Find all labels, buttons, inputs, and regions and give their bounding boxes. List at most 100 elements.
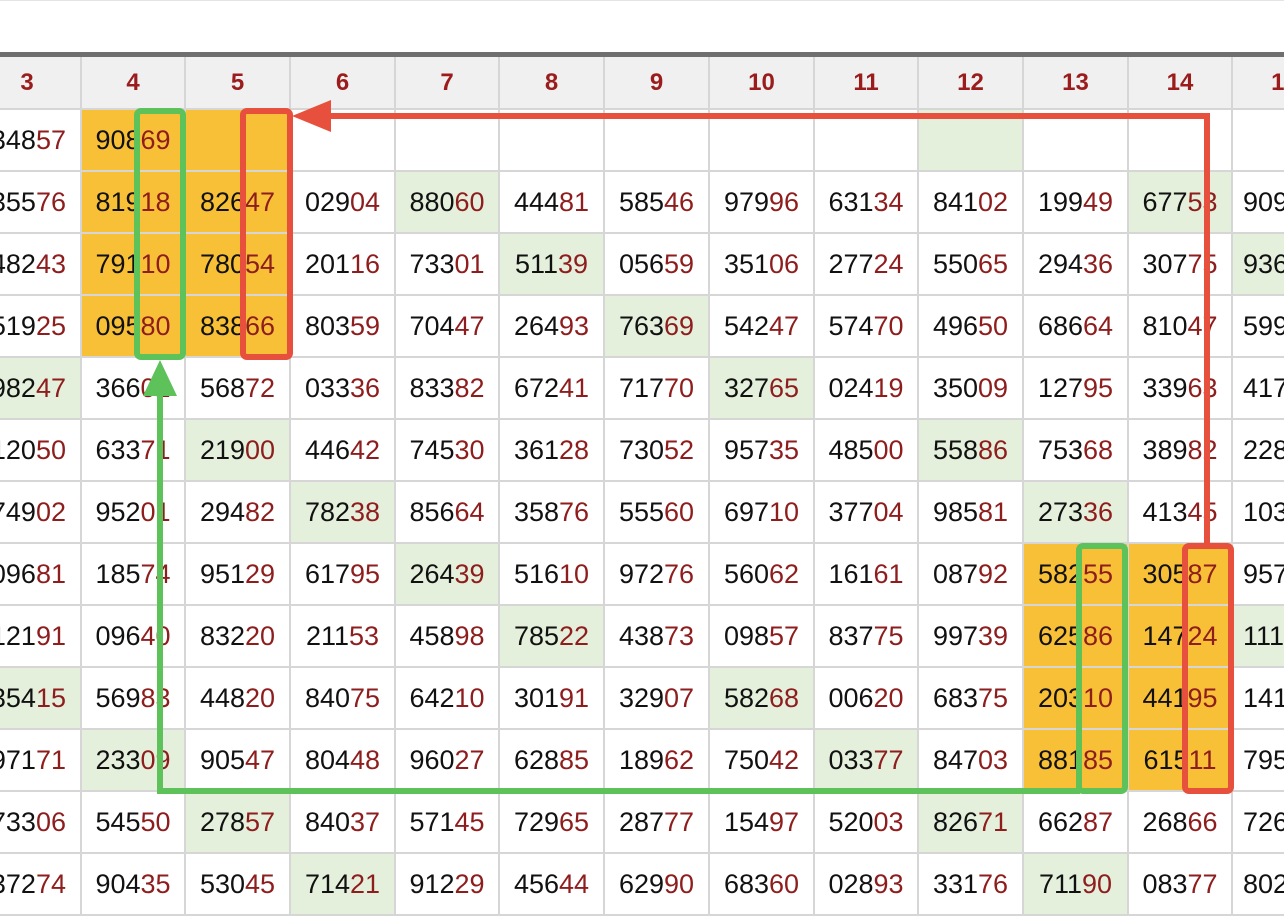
- number-last-two-digits: 47: [245, 744, 276, 775]
- number-last-two-digits: 35: [140, 868, 171, 899]
- number-leading-digits: 856: [409, 496, 455, 527]
- number-last-two-digits: 39: [978, 620, 1009, 651]
- column-header-14: 14: [1129, 57, 1233, 110]
- number-last-two-digits: 77: [1187, 868, 1218, 899]
- number-leading-digits: 704: [409, 310, 455, 341]
- result-cell: 697 10: [710, 482, 815, 544]
- number-leading-digits: 264: [513, 310, 559, 341]
- number-leading-digits: 628: [513, 744, 559, 775]
- result-cell: 083 77: [1129, 854, 1233, 916]
- result-cell: 273 36: [1024, 482, 1129, 544]
- number-leading-digits: 305: [1142, 558, 1188, 589]
- number-last-two-digits: 75: [873, 620, 904, 651]
- number-leading-digits: 211: [305, 620, 349, 651]
- number-leading-digits: 233: [95, 744, 141, 775]
- number-last-two-digits: 20: [245, 682, 276, 713]
- number-leading-digits: 519: [0, 310, 36, 341]
- number-leading-digits: 971: [0, 744, 36, 775]
- number-leading-digits: 294: [1037, 248, 1083, 279]
- number-leading-digits: 287: [618, 806, 664, 837]
- result-cell: 642 10: [396, 668, 500, 730]
- number-leading-digits: 096: [95, 620, 141, 651]
- number-leading-digits: 372: [0, 868, 36, 899]
- number-leading-digits: 056: [618, 248, 664, 279]
- number-leading-digits: 024: [828, 372, 874, 403]
- number-last-two-digits: 71: [140, 434, 171, 465]
- result-cell: 35415: [0, 668, 82, 730]
- number-leading-digits: 957: [1243, 558, 1284, 589]
- number-last-two-digits: 39: [558, 248, 589, 279]
- number-last-two-digits: 48: [350, 744, 381, 775]
- number-leading-digits: 520: [828, 806, 874, 837]
- result-cell: 810 47: [1129, 296, 1233, 358]
- number-leading-digits: 803: [304, 310, 350, 341]
- result-cell: 90905: [1233, 172, 1284, 234]
- number-leading-digits: 278: [199, 806, 245, 837]
- number-leading-digits: 631: [828, 186, 874, 217]
- number-last-two-digits: 34: [873, 186, 904, 217]
- number-last-two-digits: 45: [454, 806, 485, 837]
- result-cell: 456 44: [500, 854, 605, 916]
- result-cell: 59988: [1233, 296, 1284, 358]
- number-leading-digits: 599: [1243, 310, 1284, 341]
- number-last-two-digits: 75: [978, 682, 1009, 713]
- number-leading-digits: 714: [304, 868, 350, 899]
- result-cell: 033 77: [815, 730, 919, 792]
- number-last-two-digits: 37: [350, 806, 381, 837]
- result-cell: 555 60: [605, 482, 710, 544]
- number-leading-digits: 672: [513, 372, 559, 403]
- number-leading-digits: 438: [618, 620, 664, 651]
- column-header-15: 15: [1233, 57, 1284, 110]
- result-cell: 087 92: [919, 544, 1024, 606]
- number-last-two-digits: 69: [664, 310, 695, 341]
- number-leading-digits: 826: [199, 186, 245, 217]
- number-leading-digits: 840: [304, 682, 350, 713]
- number-leading-digits: 331: [932, 868, 978, 899]
- result-cell: 033 36: [291, 358, 396, 420]
- number-last-two-digits: 74: [140, 558, 171, 589]
- number-leading-digits: 294: [199, 496, 245, 527]
- result-cell: 211 53: [291, 606, 396, 668]
- number-last-two-digits: 36: [350, 372, 381, 403]
- number-leading-digits: 147: [1142, 620, 1188, 651]
- number-leading-digits: 219: [199, 434, 245, 465]
- number-leading-digits: 683: [723, 868, 769, 899]
- result-cell: 840 75: [291, 668, 396, 730]
- number-leading-digits: 582: [1037, 558, 1083, 589]
- number-leading-digits: 366: [95, 372, 141, 403]
- result-cell: 307 75: [1129, 234, 1233, 296]
- number-last-two-digits: 44: [559, 868, 590, 899]
- number-leading-digits: 351: [723, 248, 769, 279]
- result-cell: 571 45: [396, 792, 500, 854]
- number-leading-digits: 456: [513, 868, 559, 899]
- number-last-two-digits: 45: [245, 868, 276, 899]
- result-cell: 48243: [0, 234, 82, 296]
- number-leading-digits: 029: [304, 186, 350, 217]
- result-cell: 41739: [1233, 358, 1284, 420]
- red-box-column-5: [240, 108, 293, 360]
- number-leading-digits: 847: [932, 744, 978, 775]
- number-last-two-digits: 02: [978, 186, 1009, 217]
- number-last-two-digits: 45: [1187, 496, 1218, 527]
- result-cell: 485 00: [815, 420, 919, 482]
- number-leading-digits: 838: [199, 310, 245, 341]
- number-leading-digits: 912: [409, 868, 455, 899]
- number-last-two-digits: 01: [454, 248, 485, 279]
- number-last-two-digits: 70: [873, 310, 904, 341]
- number-last-two-digits: 86: [978, 434, 1009, 465]
- result-cell: 840 37: [291, 792, 396, 854]
- number-last-two-digits: 91: [559, 682, 590, 713]
- number-leading-digits: 103: [1243, 496, 1284, 527]
- number-last-two-digits: 47: [769, 310, 800, 341]
- number-last-two-digits: 81: [35, 558, 66, 589]
- result-cell: 305 87: [1129, 544, 1233, 606]
- number-last-two-digits: 76: [978, 868, 1009, 899]
- result-cell: 268 66: [1129, 792, 1233, 854]
- result-cell: 029 04: [291, 172, 396, 234]
- number-last-two-digits: 07: [664, 682, 695, 713]
- result-cell: 985 81: [919, 482, 1024, 544]
- number-last-two-digits: 50: [35, 434, 66, 465]
- column-header-12: 12: [919, 57, 1024, 110]
- number-last-two-digits: 76: [664, 558, 695, 589]
